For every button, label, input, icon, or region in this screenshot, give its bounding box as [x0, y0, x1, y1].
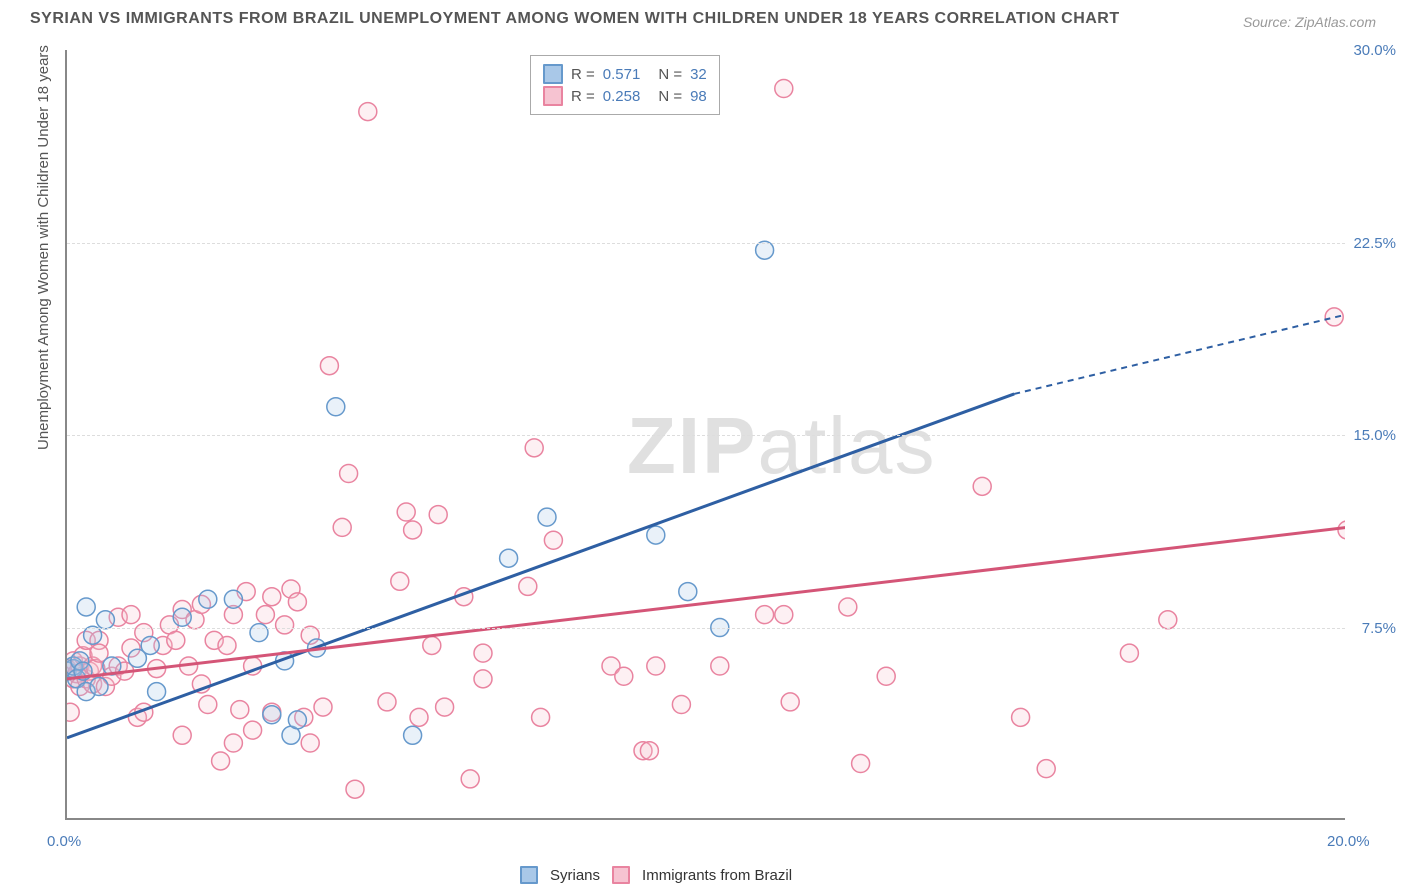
plot-area: ZIPatlas — [65, 50, 1345, 820]
swatch-syrians — [543, 64, 563, 84]
legend-row-syrians: R = 0.571 N = 32 — [543, 64, 707, 84]
legend-row-brazil: R = 0.258 N = 98 — [543, 86, 707, 106]
legend-correlation: R = 0.571 N = 32 R = 0.258 N = 98 — [530, 55, 720, 115]
swatch-syrians-bottom — [520, 866, 538, 884]
series-label-brazil: Immigrants from Brazil — [642, 867, 792, 884]
chart-canvas — [67, 50, 1345, 818]
source-attribution: Source: ZipAtlas.com — [1243, 14, 1376, 30]
y-axis-label: Unemployment Among Women with Children U… — [35, 45, 52, 450]
swatch-brazil-bottom — [612, 866, 630, 884]
legend-series: Syrians Immigrants from Brazil — [520, 866, 792, 884]
chart-title: SYRIAN VS IMMIGRANTS FROM BRAZIL UNEMPLO… — [30, 10, 1120, 28]
series-label-syrians: Syrians — [550, 867, 600, 884]
swatch-brazil — [543, 86, 563, 106]
